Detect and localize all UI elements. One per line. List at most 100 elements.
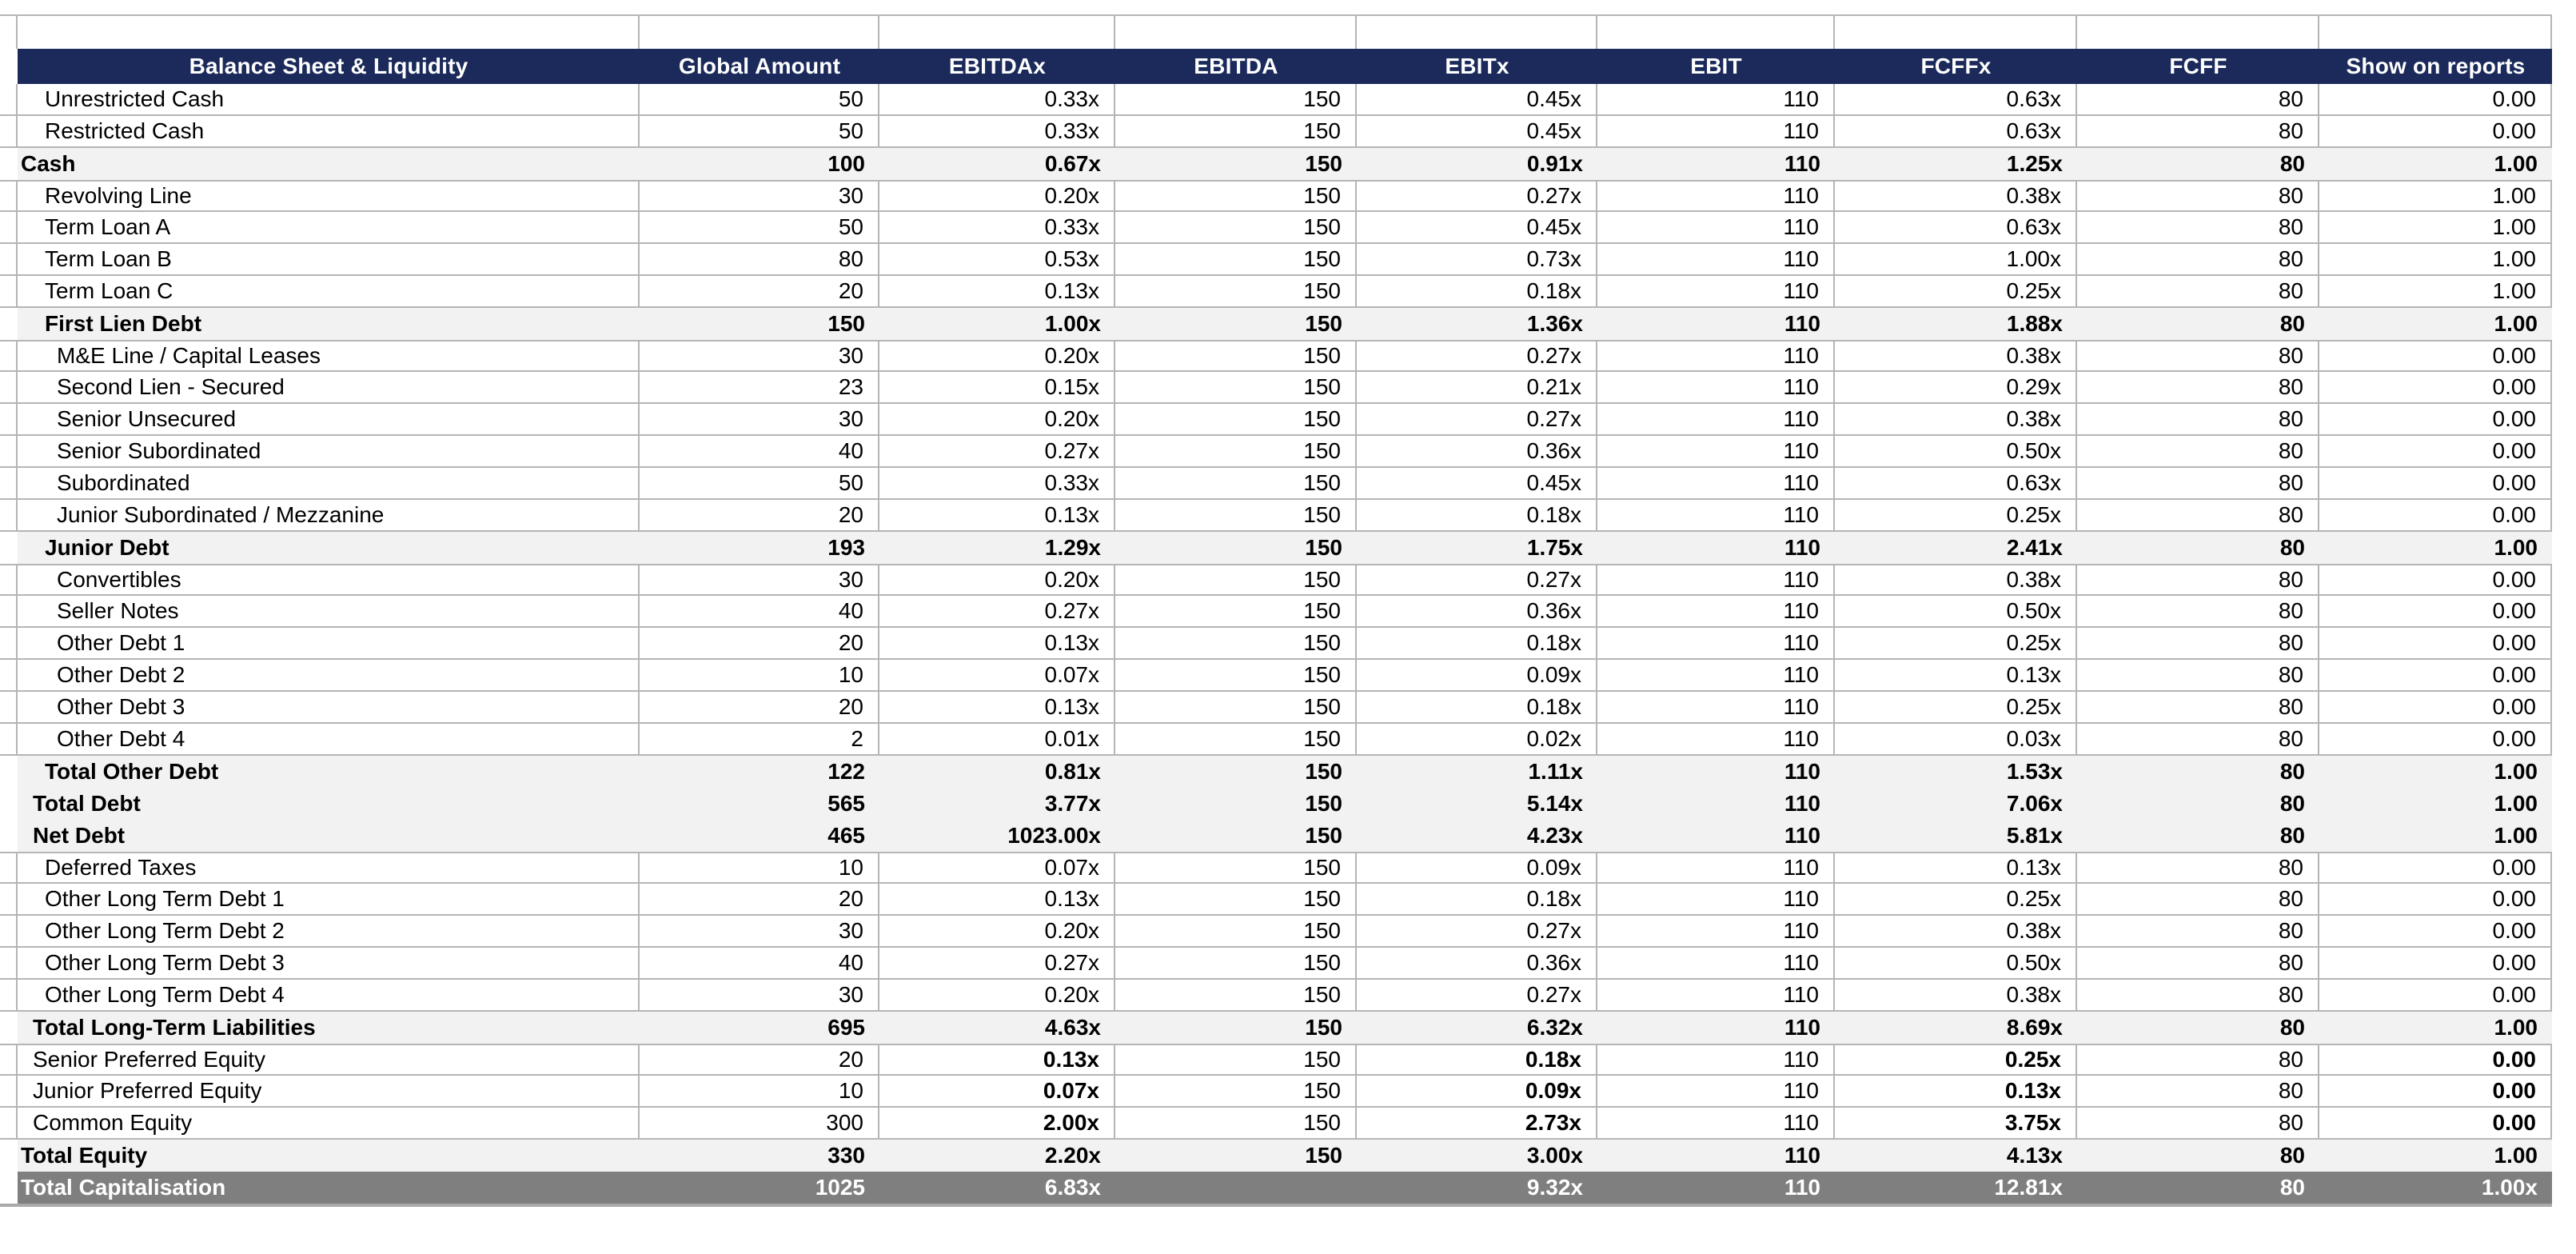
cell-ebitdax[interactable]: 0.07x (879, 1076, 1115, 1108)
cell-ebitdax[interactable]: 0.33x (879, 116, 1115, 148)
cell-show[interactable]: 1.00 (2319, 820, 2552, 852)
cell-ebitdax[interactable]: 3.77x (879, 788, 1115, 820)
cell-ebitdax[interactable]: 0.15x (879, 372, 1115, 404)
cell-ebitdax[interactable]: 0.53x (879, 244, 1115, 276)
cell-ebit[interactable]: 110 (1597, 308, 1835, 340)
cell-ebitda[interactable]: 150 (1115, 532, 1357, 564)
cell-ebit[interactable]: 110 (1597, 1172, 1835, 1204)
cell-ebit[interactable]: 110 (1597, 692, 1835, 724)
cell-fcff[interactable]: 80 (2077, 596, 2319, 628)
row-label-seller-notes[interactable]: Seller Notes (18, 596, 640, 628)
cell-fcffx[interactable]: 0.50x (1835, 436, 2077, 468)
cell-ebit[interactable]: 110 (1597, 820, 1835, 852)
cell-ebit[interactable]: 110 (1597, 500, 1835, 532)
cell-fcff[interactable]: 80 (2077, 564, 2319, 596)
cell-amount[interactable]: 10 (640, 660, 879, 692)
cell-ebit[interactable]: 110 (1597, 404, 1835, 436)
cell-amount[interactable]: 20 (640, 628, 879, 660)
cell-fcff[interactable]: 80 (2077, 1172, 2319, 1204)
cell-ebitda[interactable]: 150 (1115, 1140, 1357, 1172)
cell-ebitdax[interactable]: 0.20x (879, 916, 1115, 948)
cell-ebitdax[interactable]: 4.63x (879, 1012, 1115, 1044)
cell-fcffx[interactable]: 0.13x (1835, 1076, 2077, 1108)
cell-fcff[interactable]: 80 (2077, 468, 2319, 500)
cell-ebitda[interactable]: 150 (1115, 724, 1357, 756)
cell-ebitx[interactable]: 0.18x (1357, 500, 1597, 532)
cell-ebitx[interactable]: 0.27x (1357, 404, 1597, 436)
cell-show[interactable]: 0.00 (2319, 1108, 2552, 1140)
cell-ebit[interactable]: 110 (1597, 468, 1835, 500)
row-label-junior-preferred-equity[interactable]: Junior Preferred Equity (18, 1076, 640, 1108)
cell-ebitx[interactable]: 2.73x (1357, 1108, 1597, 1140)
cell-fcff[interactable]: 80 (2077, 1076, 2319, 1108)
cell-ebitdax[interactable]: 1.29x (879, 532, 1115, 564)
row-label-term-loan-b[interactable]: Term Loan B (18, 244, 640, 276)
cell-fcffx[interactable]: 0.63x (1835, 84, 2077, 116)
cell-ebit[interactable]: 110 (1597, 1140, 1835, 1172)
cell-ebitx[interactable]: 6.32x (1357, 1012, 1597, 1044)
cell-ebitx[interactable]: 0.36x (1357, 436, 1597, 468)
cell-ebitdax[interactable]: 0.13x (879, 628, 1115, 660)
row-label-senior-subordinated[interactable]: Senior Subordinated (18, 436, 640, 468)
cell-amount[interactable]: 23 (640, 372, 879, 404)
cell-amount[interactable]: 10 (640, 1076, 879, 1108)
cell-ebitda[interactable]: 150 (1115, 820, 1357, 852)
row-label-common-equity[interactable]: Common Equity (18, 1108, 640, 1140)
cell-ebitdax[interactable]: 0.13x (879, 276, 1115, 308)
cell-amount[interactable]: 50 (640, 212, 879, 244)
cell-fcffx[interactable]: 0.25x (1835, 276, 2077, 308)
cell-ebitx[interactable]: 0.18x (1357, 628, 1597, 660)
row-label-other-debt-1[interactable]: Other Debt 1 (18, 628, 640, 660)
cell-fcff[interactable]: 80 (2077, 276, 2319, 308)
cell-ebitda[interactable]: 150 (1115, 468, 1357, 500)
cell-ebitdax[interactable]: 1023.00x (879, 820, 1115, 852)
cell-fcff[interactable]: 80 (2077, 820, 2319, 852)
cell-show[interactable]: 0.00 (2319, 564, 2552, 596)
cell-fcffx[interactable]: 5.81x (1835, 820, 2077, 852)
cell-ebitda[interactable]: 150 (1115, 564, 1357, 596)
cell-amount[interactable]: 695 (640, 1012, 879, 1044)
cell-fcff[interactable]: 80 (2077, 148, 2319, 180)
cell-ebitdax[interactable]: 1.00x (879, 308, 1115, 340)
cell-ebitx[interactable]: 5.14x (1357, 788, 1597, 820)
cell-ebit[interactable]: 110 (1597, 660, 1835, 692)
cell-amount[interactable]: 50 (640, 468, 879, 500)
cell-fcff[interactable]: 80 (2077, 244, 2319, 276)
cell-fcffx[interactable]: 0.50x (1835, 596, 2077, 628)
cell-ebitda[interactable]: 150 (1115, 1108, 1357, 1140)
cell-amount[interactable]: 20 (640, 500, 879, 532)
row-label-junior-debt[interactable]: Junior Debt (18, 532, 640, 564)
cell-ebitx[interactable]: 9.32x (1357, 1172, 1597, 1204)
cell-amount[interactable]: 30 (640, 340, 879, 372)
cell-fcffx[interactable]: 0.63x (1835, 212, 2077, 244)
cell-amount[interactable]: 50 (640, 84, 879, 116)
cell-amount[interactable]: 20 (640, 276, 879, 308)
cell-show[interactable]: 0.00 (2319, 1044, 2552, 1076)
cell-amount[interactable]: 50 (640, 116, 879, 148)
cell-show[interactable]: 1.00 (2319, 756, 2552, 788)
cell-fcff[interactable]: 80 (2077, 852, 2319, 884)
cell-fcffx[interactable]: 1.00x (1835, 244, 2077, 276)
cell-fcffx[interactable]: 12.81x (1835, 1172, 2077, 1204)
cell-ebit[interactable]: 110 (1597, 148, 1835, 180)
cell-fcff[interactable]: 80 (2077, 340, 2319, 372)
cell-ebitda[interactable]: 150 (1115, 340, 1357, 372)
cell-fcff[interactable]: 80 (2077, 180, 2319, 212)
cell-ebit[interactable]: 110 (1597, 116, 1835, 148)
cell-ebit[interactable]: 110 (1597, 884, 1835, 916)
cell-fcff[interactable]: 80 (2077, 372, 2319, 404)
cell-amount[interactable]: 193 (640, 532, 879, 564)
cell-amount[interactable]: 122 (640, 756, 879, 788)
cell-fcffx[interactable]: 0.25x (1835, 500, 2077, 532)
cell-fcff[interactable]: 80 (2077, 212, 2319, 244)
cell-ebitda[interactable]: 150 (1115, 276, 1357, 308)
cell-amount[interactable]: 40 (640, 436, 879, 468)
cell-ebitdax[interactable]: 0.13x (879, 500, 1115, 532)
cell-ebitx[interactable]: 0.27x (1357, 340, 1597, 372)
cell-show[interactable]: 0.00 (2319, 596, 2552, 628)
cell-ebitda[interactable]: 150 (1115, 1076, 1357, 1108)
cell-ebitdax[interactable]: 0.07x (879, 660, 1115, 692)
cell-fcff[interactable]: 80 (2077, 948, 2319, 980)
cell-show[interactable]: 0.00 (2319, 436, 2552, 468)
cell-ebitx[interactable]: 0.36x (1357, 596, 1597, 628)
